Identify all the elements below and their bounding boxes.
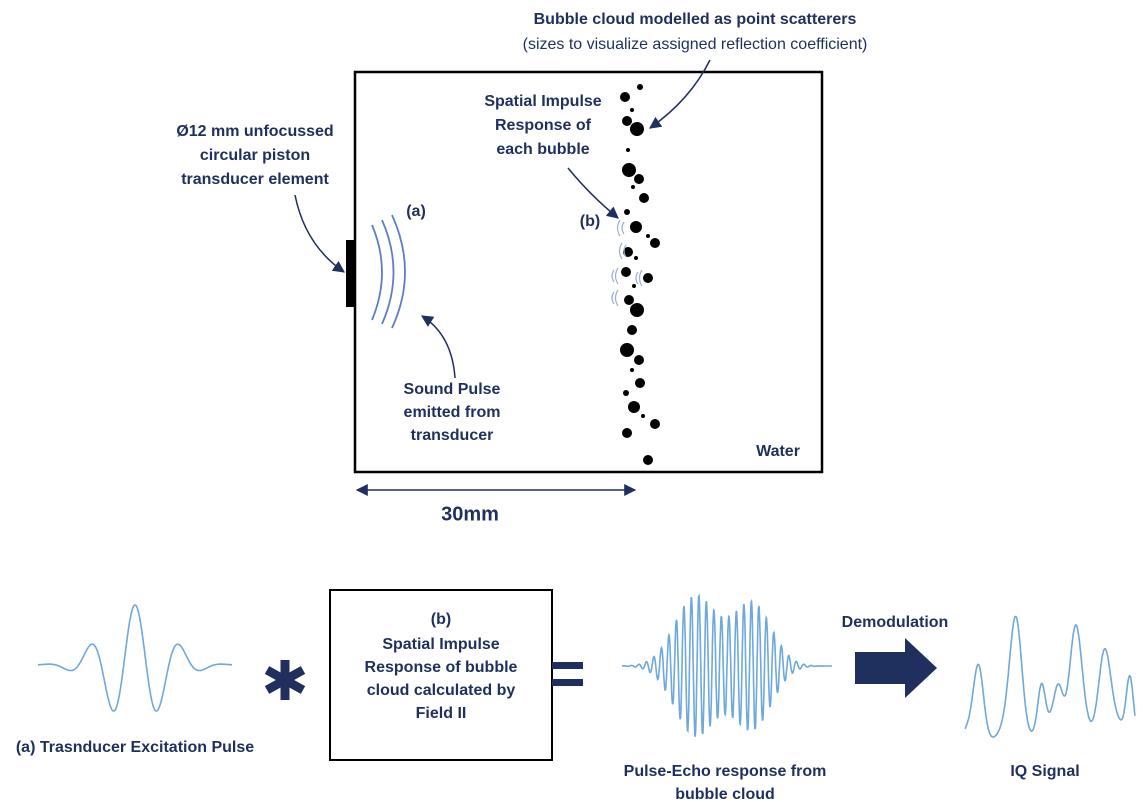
excitation-waveform bbox=[38, 605, 232, 711]
marker-a: (a) bbox=[406, 203, 426, 220]
transducer-label: circular piston bbox=[200, 147, 310, 164]
impulse-label: each bubble bbox=[496, 141, 589, 158]
bubble bbox=[630, 368, 634, 372]
convolution-symbol bbox=[267, 660, 303, 700]
box-text: (b) bbox=[431, 611, 451, 628]
transducer-label: Ø12 mm unfocussed bbox=[176, 123, 333, 140]
marker-b: (b) bbox=[580, 213, 600, 230]
bubble bbox=[634, 174, 644, 184]
excitation-label: (a) Trasnducer Excitation Pulse bbox=[16, 739, 254, 756]
cloud-title: Bubble cloud modelled as point scatterer… bbox=[534, 11, 857, 28]
impulse-label: Response of bbox=[495, 117, 592, 134]
box-text: cloud calculated by bbox=[367, 682, 516, 699]
bubble bbox=[620, 343, 634, 357]
bubble bbox=[626, 148, 630, 152]
bubble bbox=[630, 108, 634, 112]
bubble bbox=[622, 116, 632, 126]
iq-waveform bbox=[965, 617, 1135, 738]
echo-marks bbox=[612, 220, 642, 306]
bubble bbox=[650, 238, 660, 248]
bubble bbox=[621, 267, 631, 277]
demodulation-label: Demodulation bbox=[842, 614, 949, 631]
pulse-label: transducer bbox=[411, 427, 494, 444]
bubble bbox=[635, 378, 645, 388]
impulse-label: Spatial Impulse bbox=[484, 93, 601, 110]
bubble bbox=[634, 355, 644, 365]
demodulation-arrow bbox=[855, 638, 937, 698]
bubble bbox=[622, 163, 636, 177]
iq-label: IQ Signal bbox=[1010, 763, 1079, 780]
bubble bbox=[643, 273, 653, 283]
equals-symbol bbox=[552, 662, 583, 686]
bubble bbox=[631, 185, 635, 189]
bubble bbox=[624, 295, 634, 305]
pulse-label: Sound Pulse bbox=[404, 381, 501, 398]
bubble bbox=[624, 209, 630, 215]
bubble bbox=[646, 234, 650, 238]
bubble bbox=[632, 284, 636, 288]
box-text: Spatial Impulse bbox=[382, 636, 499, 653]
diagram: Bubble cloud modelled as point scatterer… bbox=[0, 0, 1143, 802]
medium-label: Water bbox=[756, 443, 800, 460]
bubble bbox=[620, 92, 630, 102]
echo-label: Pulse-Echo response from bbox=[624, 763, 827, 780]
cloud-subtitle: (sizes to visualize assigned reflection … bbox=[523, 36, 868, 53]
transducer-label: transducer element bbox=[181, 171, 329, 188]
bubble bbox=[628, 401, 640, 413]
bubble bbox=[623, 390, 629, 396]
box-text: Field II bbox=[416, 705, 467, 722]
pulse-label: emitted from bbox=[404, 404, 501, 421]
bubble bbox=[641, 414, 645, 418]
bubble bbox=[650, 419, 660, 429]
box-text: Response of bubble bbox=[365, 659, 518, 676]
bubble bbox=[630, 122, 644, 136]
distance-label: 30mm bbox=[441, 503, 499, 525]
sound-wave bbox=[372, 215, 405, 328]
page: Bubble cloud modelled as point scatterer… bbox=[0, 0, 1143, 802]
bubble bbox=[630, 221, 642, 233]
bubble bbox=[643, 455, 653, 465]
bubble bbox=[634, 256, 638, 260]
transducer bbox=[346, 240, 355, 307]
echo-waveform bbox=[622, 596, 832, 737]
bubble bbox=[622, 428, 632, 438]
bubble bbox=[630, 303, 644, 317]
bubble bbox=[639, 193, 649, 203]
bubble bbox=[627, 325, 637, 335]
bubble bbox=[637, 84, 643, 90]
echo-label: bubble cloud bbox=[675, 786, 775, 802]
